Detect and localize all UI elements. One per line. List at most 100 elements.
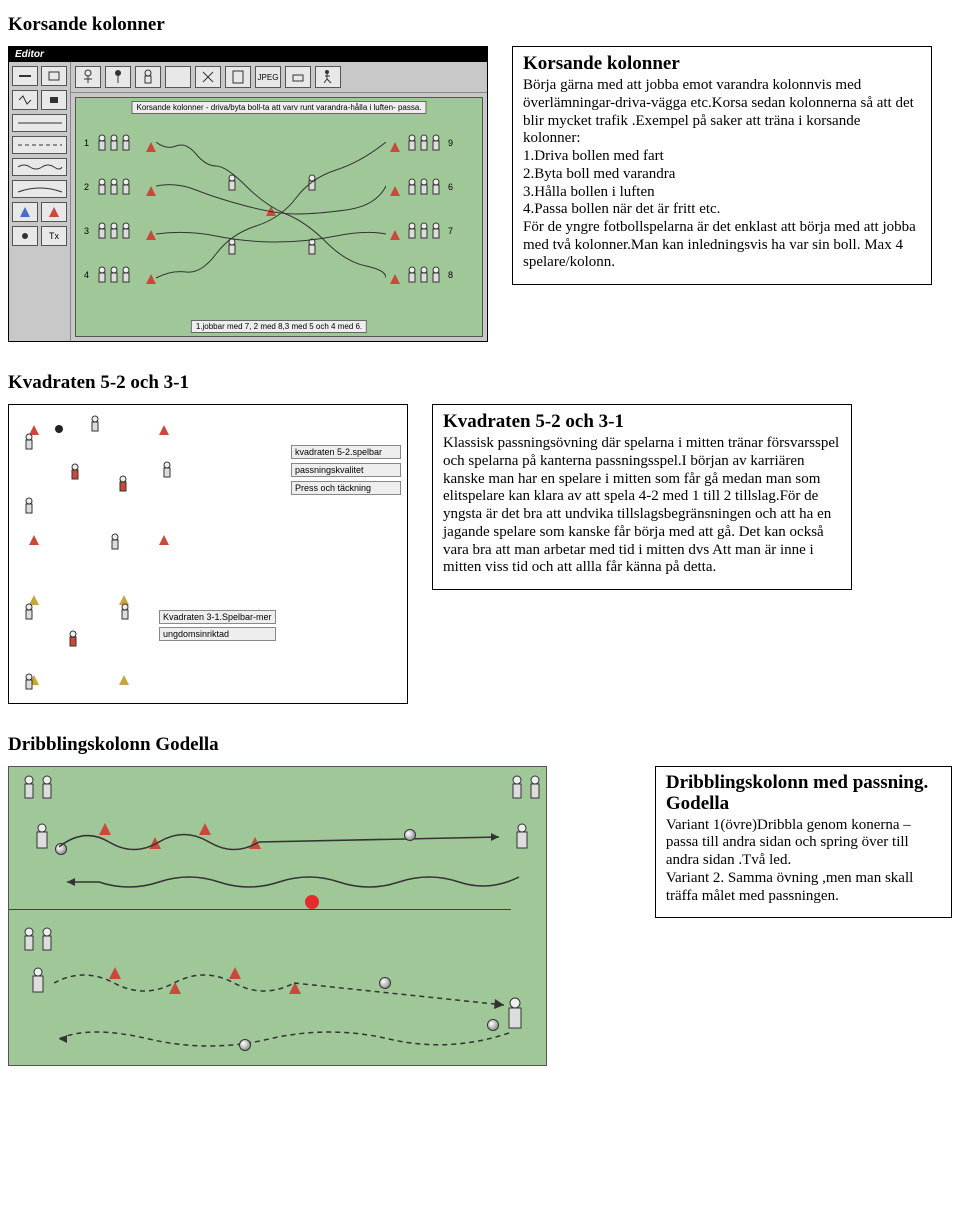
player-red-icon xyxy=(69,463,81,481)
desc-body: Börja gärna med att jobba emot varandra … xyxy=(523,77,921,272)
tool1[interactable] xyxy=(12,66,38,86)
desc-sub: Godella xyxy=(666,793,729,814)
kvad-sidebar: kvadraten 5-2.spelbar passningskvalitet … xyxy=(291,445,401,499)
cone-icon xyxy=(146,230,156,240)
tool4[interactable] xyxy=(41,90,67,110)
player-icon xyxy=(109,533,121,551)
ball-icon xyxy=(239,1039,251,1051)
player-icon xyxy=(21,927,37,953)
player-icon xyxy=(96,222,108,240)
tb-jpeg[interactable]: JPEG xyxy=(255,66,281,88)
player-icon xyxy=(418,266,430,284)
player-icon xyxy=(509,775,525,801)
tool-wave[interactable] xyxy=(12,158,67,176)
cone-icon xyxy=(146,142,156,152)
cone-icon xyxy=(390,142,400,152)
desc-title: Korsande kolonner xyxy=(523,53,921,75)
player-icon xyxy=(120,222,132,240)
tool3[interactable] xyxy=(12,90,38,110)
tb-player-icon[interactable] xyxy=(75,66,101,88)
tool-line[interactable] xyxy=(12,114,67,132)
player-red-icon xyxy=(117,475,129,493)
canvas-caption: 1.jobbar med 7, 2 med 8,3 med 5 och 4 me… xyxy=(191,320,367,333)
player-icon xyxy=(29,967,47,995)
player-icon xyxy=(406,222,418,240)
player-icon xyxy=(120,266,132,284)
rownum: 7 xyxy=(448,226,453,236)
editor-titlebar: Editor xyxy=(9,47,487,62)
player-icon xyxy=(119,603,131,621)
tool-arc[interactable] xyxy=(12,180,67,198)
rownum: 4 xyxy=(84,270,89,280)
section2-desc: Kvadraten 5-2 och 3-1 Klassisk passnings… xyxy=(432,404,852,590)
desc-title: Kvadraten 5-2 och 3-1 xyxy=(443,411,841,433)
ball-icon xyxy=(404,829,416,841)
rownum: 9 xyxy=(448,138,453,148)
section2-row: kvadraten 5-2.spelbar passningskvalitet … xyxy=(8,404,952,704)
tb-player2-icon[interactable] xyxy=(105,66,131,88)
section3-desc: Dribblingskolonn med passning. Godella V… xyxy=(655,766,952,918)
player-icon xyxy=(406,178,418,196)
section1-row: Editor xyxy=(8,46,952,342)
player-icon xyxy=(96,178,108,196)
player-icon xyxy=(108,178,120,196)
cone-icon xyxy=(146,186,156,196)
tb-player3-icon[interactable] xyxy=(135,66,161,88)
player-icon xyxy=(418,134,430,152)
player-icon xyxy=(430,266,442,284)
kvad-label: kvadraten 5-2.spelbar xyxy=(291,445,401,459)
return-path xyxy=(59,867,529,907)
kvadraten-diagram: kvadraten 5-2.spelbar passningskvalitet … xyxy=(8,404,408,704)
rownum: 6 xyxy=(448,182,453,192)
cone-red[interactable] xyxy=(41,202,67,222)
tb-print-icon[interactable] xyxy=(285,66,311,88)
rownum: 3 xyxy=(84,226,89,236)
player-icon xyxy=(406,266,418,284)
player-icon xyxy=(39,927,55,953)
dribbling-diagram xyxy=(8,766,547,1066)
player-icon xyxy=(108,134,120,152)
tool-dash[interactable] xyxy=(12,136,67,154)
tb-blank1[interactable] xyxy=(165,66,191,88)
player-icon xyxy=(96,134,108,152)
section1-heading: Korsande kolonner xyxy=(8,14,952,36)
player-icon xyxy=(430,134,442,152)
player-icon xyxy=(23,603,35,621)
cone-blue[interactable] xyxy=(12,202,38,222)
tb-x-icon[interactable] xyxy=(195,66,221,88)
player-icon xyxy=(39,775,55,801)
player-icon xyxy=(21,775,37,801)
cone-icon xyxy=(119,675,129,685)
cone-icon xyxy=(390,274,400,284)
ball-icon xyxy=(55,425,63,433)
rownum: 1 xyxy=(84,138,89,148)
kvad-lower-label: Kvadraten 3-1.Spelbar-mer ungdomsinrikta… xyxy=(159,610,276,641)
editor-side-tools: Tx xyxy=(9,62,71,341)
player-icon xyxy=(23,673,35,691)
player-icon xyxy=(33,823,51,851)
player-icon xyxy=(527,775,543,801)
tool-dot[interactable] xyxy=(12,226,38,246)
desc-body: Variant 1(övre)Dribbla genom konerna – p… xyxy=(666,817,941,905)
section2-heading: Kvadraten 5-2 och 3-1 xyxy=(8,372,952,394)
player-icon xyxy=(406,134,418,152)
kvad-label: Press och täckning xyxy=(291,481,401,495)
editor-window: Editor xyxy=(8,46,488,342)
cone-icon xyxy=(390,230,400,240)
section3-row: Dribblingskolonn med passning. Godella V… xyxy=(8,766,952,1066)
player-icon xyxy=(430,222,442,240)
desc-title: Dribblingskolonn med passning. xyxy=(666,772,928,793)
tool-tx[interactable]: Tx xyxy=(41,226,67,246)
player-icon xyxy=(108,266,120,284)
player-icon xyxy=(418,222,430,240)
player-red-icon xyxy=(67,630,79,648)
player-icon xyxy=(23,433,35,451)
tb-run-icon[interactable] xyxy=(315,66,341,88)
cone-icon xyxy=(159,535,169,545)
tool2[interactable] xyxy=(41,66,67,86)
editor-toolbar: JPEG xyxy=(71,62,487,93)
tb-page-icon[interactable] xyxy=(225,66,251,88)
canvas-title: Korsande kolonner - driva/byta boll-ta a… xyxy=(131,101,426,114)
player-icon xyxy=(418,178,430,196)
wavy-path xyxy=(156,142,386,282)
